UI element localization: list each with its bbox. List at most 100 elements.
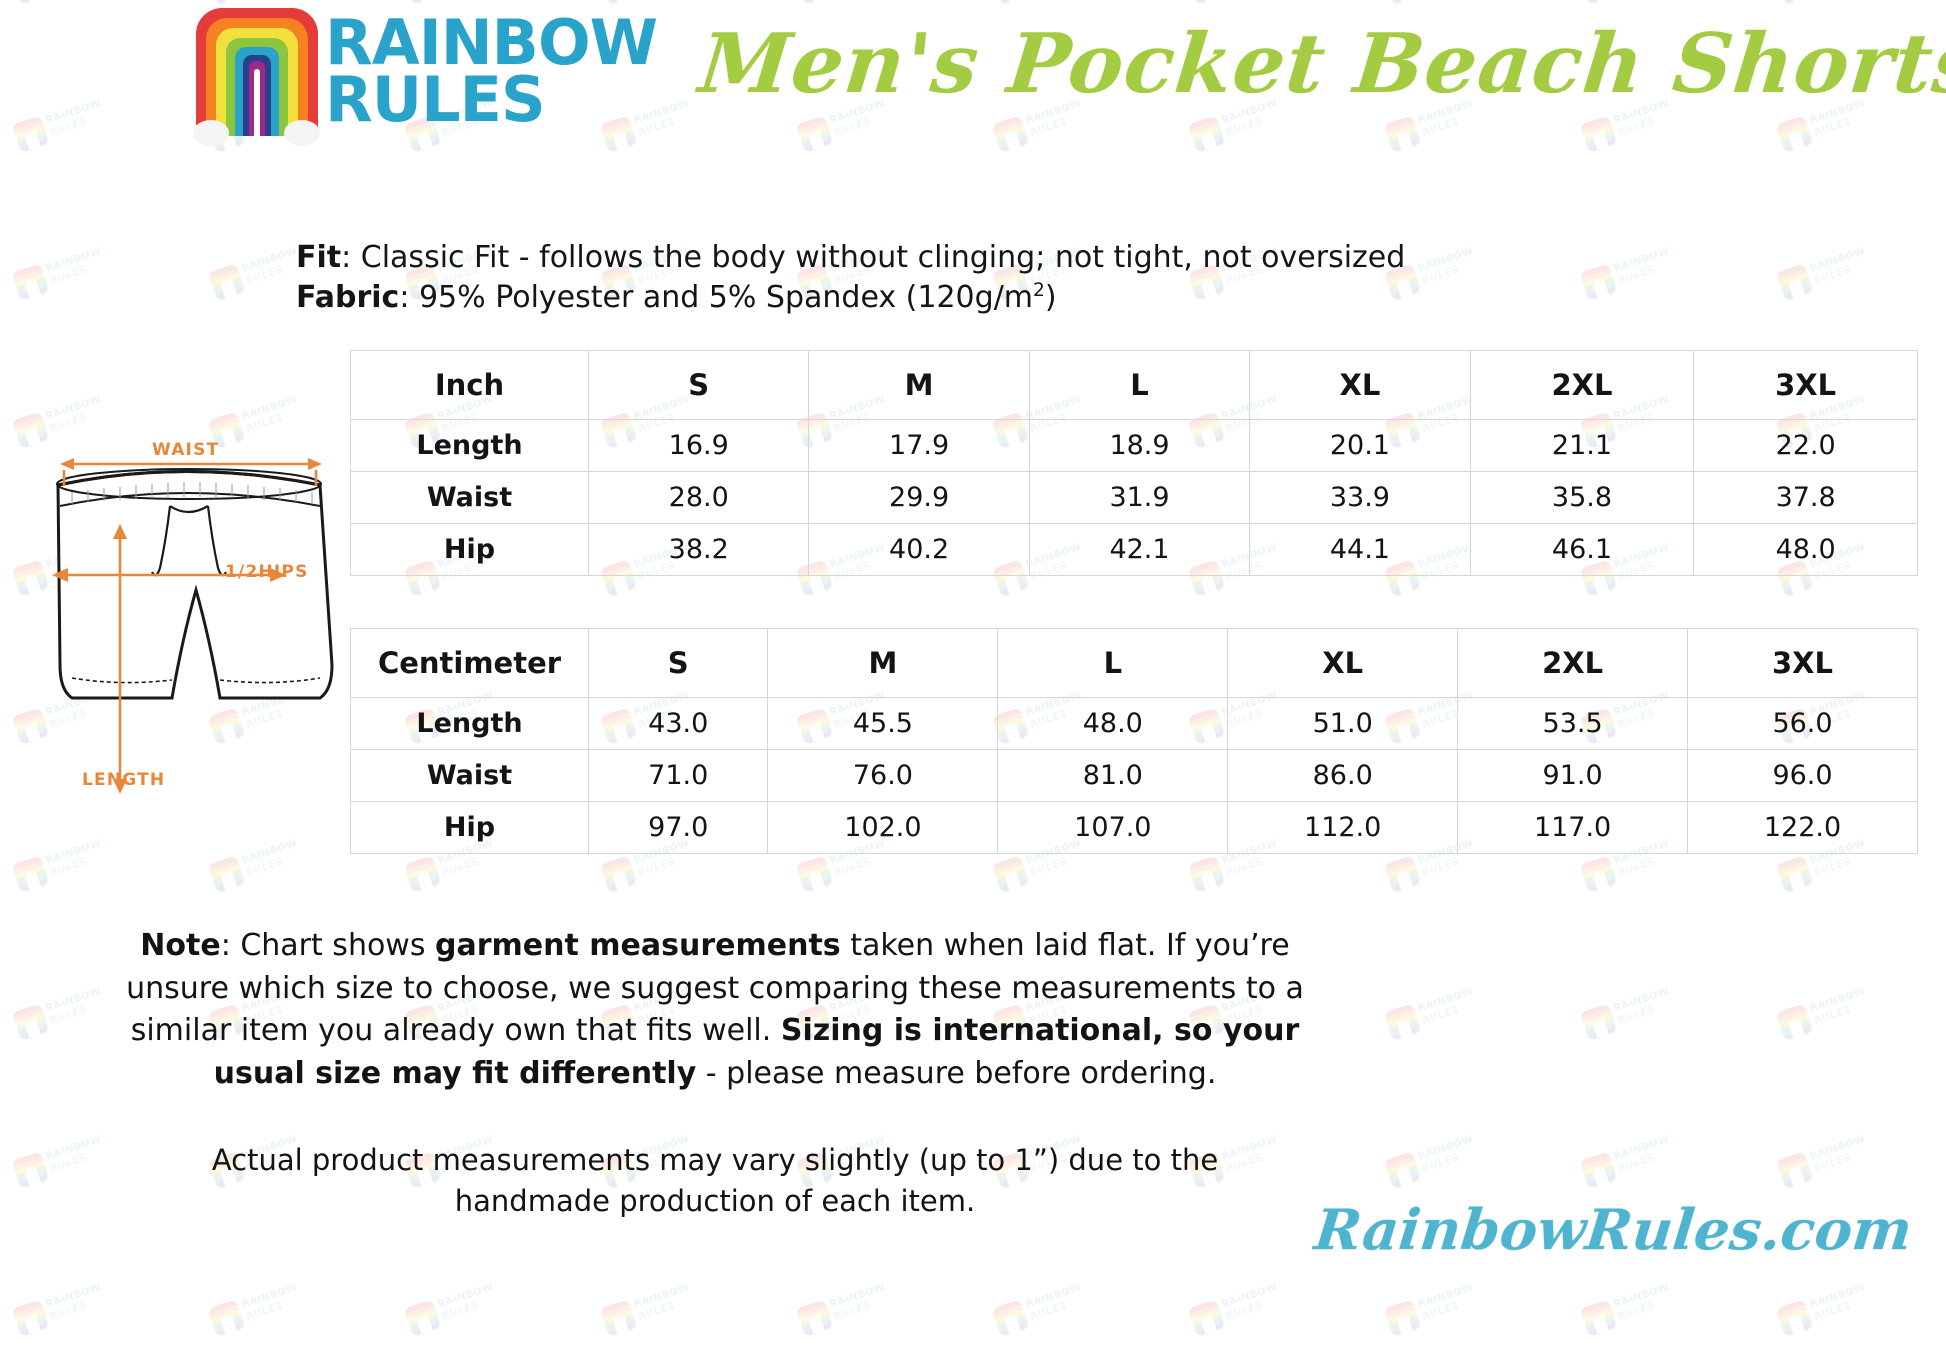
table-cell: 21.1 <box>1469 419 1695 472</box>
table-size-header: M <box>808 350 1030 420</box>
table-cell: 16.9 <box>587 419 810 472</box>
table-cell: 38.2 <box>587 523 810 576</box>
table-cell: 102.0 <box>767 801 999 854</box>
table-unit-header: Centimeter <box>350 628 589 698</box>
table-cell: 96.0 <box>1687 749 1918 802</box>
table-cell: 122.0 <box>1687 801 1918 854</box>
fabric-line: Fabric: 95% Polyester and 5% Spandex (12… <box>296 278 1405 318</box>
table-size-header: L <box>997 628 1229 698</box>
note-bold-1: garment measurements <box>435 928 841 963</box>
table-cell: 22.0 <box>1693 419 1918 472</box>
diagram-length-label: LENGTH <box>82 770 166 790</box>
page-header: RAINBOW RULES Men's Pocket Beach Shorts <box>0 0 1946 168</box>
table-cell: 29.9 <box>808 471 1030 524</box>
table-cell: 53.5 <box>1457 697 1689 750</box>
table-cell: 107.0 <box>997 801 1229 854</box>
diagram-hips-label: 1/2HIPS <box>225 562 309 582</box>
brand-line-1: RAINBOW <box>325 6 658 79</box>
table-cell: 44.1 <box>1249 523 1471 576</box>
table-row: Waist 28.0 29.9 31.9 33.9 35.8 37.8 <box>350 471 1918 524</box>
table-size-header: XL <box>1227 628 1459 698</box>
table-cell: 51.0 <box>1227 697 1459 750</box>
table-cell: 35.8 <box>1469 471 1695 524</box>
table-row-label: Hip <box>350 523 589 576</box>
table-cell: 46.1 <box>1469 523 1695 576</box>
table-row-label: Length <box>350 697 589 750</box>
product-intro: Fit: Classic Fit - follows the body with… <box>296 238 1405 318</box>
table-cell: 40.2 <box>808 523 1030 576</box>
shorts-illustration-icon <box>52 458 334 794</box>
table-size-header: S <box>587 350 810 420</box>
brand-wordmark: RAINBOW RULES <box>325 6 658 137</box>
table-row: Hip 38.2 40.2 42.1 44.1 46.1 48.0 <box>350 523 1918 576</box>
table-size-header: M <box>767 628 999 698</box>
table-unit-header: Inch <box>350 350 589 420</box>
table-row: Waist 71.0 76.0 81.0 86.0 91.0 96.0 <box>350 749 1918 802</box>
brand-line-2: RULES <box>325 63 546 137</box>
table-cell: 18.9 <box>1028 419 1251 472</box>
table-row: Length 43.0 45.5 48.0 51.0 53.5 56.0 <box>350 697 1918 750</box>
table-row-label: Waist <box>350 471 589 524</box>
table-cell: 28.0 <box>587 471 810 524</box>
table-cell: 97.0 <box>587 801 769 854</box>
table-cell: 86.0 <box>1227 749 1459 802</box>
fabric-label: Fabric <box>296 279 400 315</box>
note-part-1: : Chart shows <box>220 928 436 963</box>
table-cell: 37.8 <box>1693 471 1918 524</box>
note-part-3: - please measure before ordering. <box>696 1055 1217 1091</box>
table-cell: 48.0 <box>997 697 1229 750</box>
rainbow-arch-logo-icon <box>193 8 320 146</box>
table-cell: 48.0 <box>1693 523 1918 576</box>
size-table-inch: Inch S M L XL 2XL 3XL Length 16.9 17.9 18.9 20.1 21… <box>350 350 1918 576</box>
table-size-header: S <box>587 628 769 698</box>
table-cell: 81.0 <box>997 749 1229 802</box>
table-cell: 33.9 <box>1249 471 1471 524</box>
note-part-2: taken when laid flat. If you’re unsure w… <box>126 928 1304 1049</box>
sizing-note: Note: Chart shows garment measurements t… <box>120 925 1310 1095</box>
table-size-header: 2XL <box>1469 350 1695 420</box>
fabric-superscript: 2 <box>1033 279 1045 301</box>
table-row-label: Waist <box>350 749 589 802</box>
garment-measurement-diagram: WAIST 1/2HIPS LENGTH <box>20 440 350 800</box>
table-cell: 42.1 <box>1028 523 1251 576</box>
table-size-header: L <box>1028 350 1251 420</box>
table-cell: 20.1 <box>1249 419 1471 472</box>
note-bold-2: Sizing is international, so your usual s… <box>213 1013 1300 1091</box>
table-header-row: Centimeter S M L XL 2XL 3XL <box>350 628 1918 698</box>
table-size-header: 3XL <box>1687 628 1918 698</box>
table-row: Hip 97.0 102.0 107.0 112.0 117.0 122.0 <box>350 801 1918 854</box>
page-title: Men's Pocket Beach Shorts <box>694 16 1946 112</box>
table-cell: 112.0 <box>1227 801 1459 854</box>
table-cell: 43.0 <box>587 697 769 750</box>
fit-label: Fit <box>296 240 342 275</box>
table-size-header: 2XL <box>1457 628 1689 698</box>
diagram-waist-label: WAIST <box>152 440 220 460</box>
fabric-text-after: ) <box>1044 279 1057 315</box>
table-row-label: Hip <box>350 801 589 854</box>
note-label: Note <box>140 928 221 963</box>
table-cell: 91.0 <box>1457 749 1689 802</box>
fit-line: Fit: Classic Fit - follows the body with… <box>296 238 1405 278</box>
table-cell: 45.5 <box>767 697 999 750</box>
table-row-label: Length <box>350 419 589 472</box>
table-size-header: XL <box>1249 350 1471 420</box>
table-cell: 117.0 <box>1457 801 1689 854</box>
